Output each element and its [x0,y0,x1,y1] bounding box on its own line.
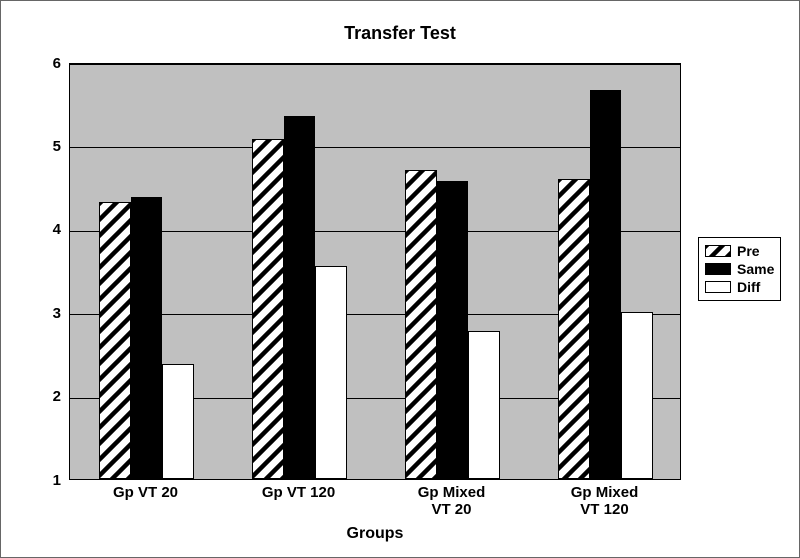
y-tick-label: 4 [33,221,61,238]
gridline [70,64,680,65]
bar [558,179,589,479]
bar [131,197,162,479]
bar [162,364,193,479]
legend-label: Pre [737,243,760,259]
legend-swatch [705,245,731,257]
bar [284,116,315,479]
plot-area [69,63,681,480]
bar [252,139,283,479]
gridline [70,147,680,148]
y-tick-label: 2 [33,388,61,405]
legend-label: Diff [737,279,760,295]
legend-swatch [705,263,731,275]
legend: Pre Same Diff [698,237,781,301]
bar [315,266,346,479]
y-tick-label: 3 [33,305,61,322]
legend-item: Diff [705,279,774,295]
legend-swatch [705,281,731,293]
bar [437,181,468,479]
legend-item: Pre [705,243,774,259]
x-tick-label: Gp Mixed VT 120 [571,484,639,519]
legend-item: Same [705,261,774,277]
bar [468,331,499,479]
legend-label: Same [737,261,774,277]
bar [590,90,621,479]
y-tick-label: 5 [33,138,61,155]
y-tick-label: 1 [33,472,61,489]
bar [405,170,436,479]
chart-container: Transfer Test Groups Pre Same Diff 1 2 3 4 5 6 G… [0,0,800,558]
x-axis-label: Groups [69,525,681,543]
bar [621,312,652,479]
bar [99,202,130,479]
y-tick-label: 6 [33,55,61,72]
x-tick-label: Gp VT 120 [262,484,335,501]
x-tick-label: Gp Mixed VT 20 [418,484,486,519]
chart-title: Transfer Test [1,23,799,44]
x-tick-label: Gp VT 20 [113,484,178,501]
